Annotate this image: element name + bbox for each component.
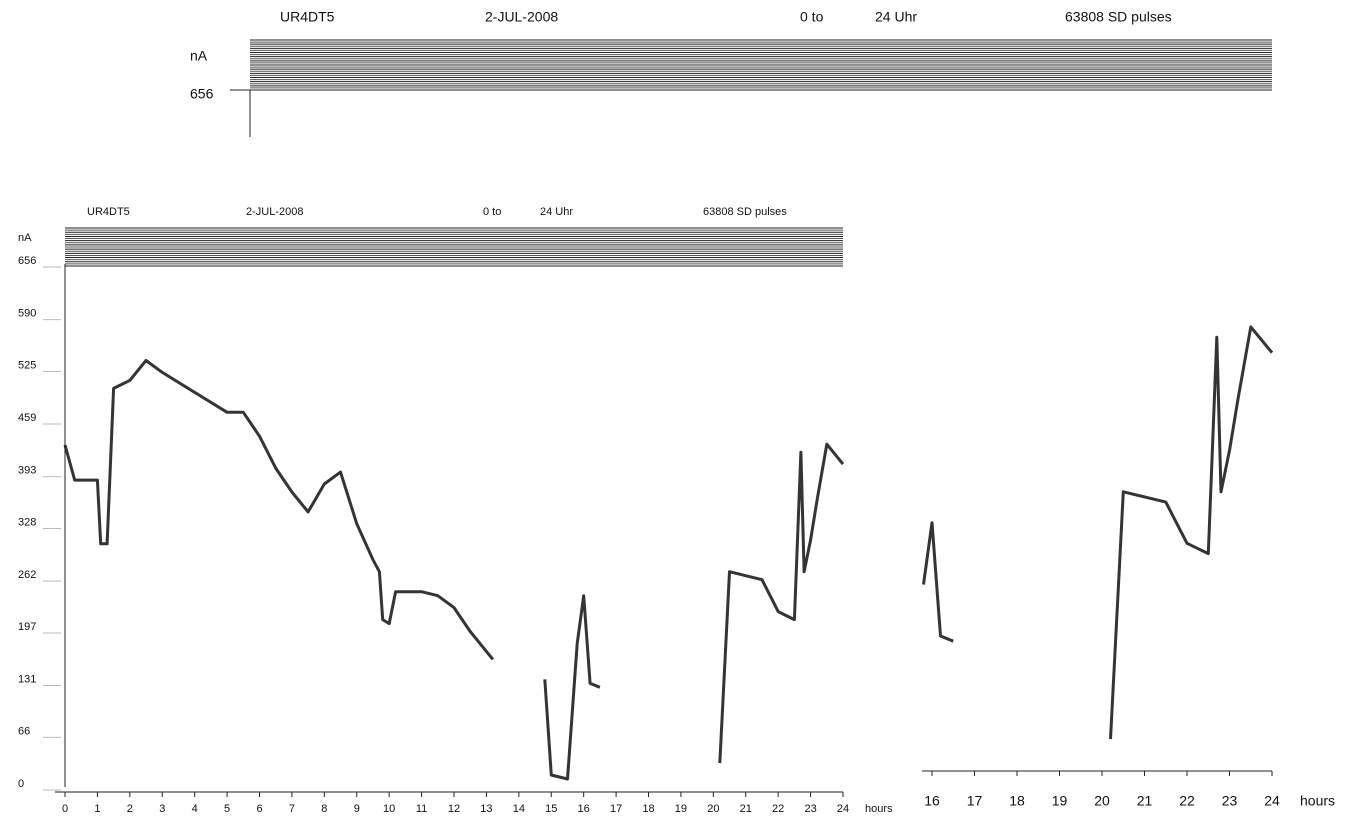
x-tick-label: 13	[480, 803, 492, 815]
station: UR4DT5	[87, 206, 130, 218]
date: 2-JUL-2008	[246, 206, 303, 218]
x-tick-label: 0	[62, 803, 68, 815]
y-tick-label: 131	[18, 673, 36, 685]
y-tick-label: 66	[18, 725, 30, 737]
time-to: 24 Uhr	[540, 206, 573, 218]
trace	[922, 325, 1274, 740]
y-tick-label: 590	[18, 308, 36, 320]
trace	[63, 359, 845, 781]
x-tick-label: 20	[1094, 793, 1110, 809]
date: 2-JUL-2008	[485, 9, 558, 25]
y-tick-label: 0	[18, 778, 24, 790]
x-tick-label: 1	[94, 803, 100, 815]
top-header: UR4DT5 2-JUL-2008 0 to 24 Uhr 63808 SD p…	[190, 9, 1172, 64]
x-tick-label: 5	[224, 803, 230, 815]
x-tick-label: 4	[192, 803, 198, 815]
x-tick-label: 16	[924, 793, 940, 809]
raster	[250, 39, 1272, 91]
station: UR4DT5	[280, 9, 335, 25]
x-tick-label: 9	[354, 803, 360, 815]
x-tick-label: 24	[1264, 793, 1280, 809]
x-tick-label: 8	[321, 803, 327, 815]
x-tick-label: 22	[772, 803, 784, 815]
x-tick-label: 16	[578, 803, 590, 815]
y-label: nA	[190, 48, 208, 64]
x-tick-label: 17	[967, 793, 983, 809]
x-tick-label: 14	[513, 803, 525, 815]
x-tick-label: 19	[675, 803, 687, 815]
pulse-count: 63808 SD pulses	[1065, 9, 1172, 25]
x-tick-label: 21	[1137, 793, 1153, 809]
y-tick-label: 459	[18, 412, 36, 424]
x-label: hours	[1300, 793, 1335, 809]
x-tick-label: 15	[545, 803, 557, 815]
pulse-count: 63808 SD pulses	[703, 206, 787, 218]
x-tick-label: 22	[1179, 793, 1195, 809]
y-tick-label: 328	[18, 516, 36, 528]
y-tick-label: 197	[18, 621, 36, 633]
x-tick-label: 17	[610, 803, 622, 815]
y-tick-label: 393	[18, 465, 36, 477]
x-tick-label: 24	[837, 803, 849, 815]
x-tick-label: 20	[707, 803, 719, 815]
x-tick-label: 6	[256, 803, 262, 815]
x-label: hours	[865, 803, 893, 815]
time-from: 0 to	[800, 9, 824, 25]
x-tick-label: 21	[740, 803, 752, 815]
x-tick-label: 2	[127, 803, 133, 815]
x-tick-label: 7	[289, 803, 295, 815]
x-tick-label: 18	[642, 803, 654, 815]
x-tick-label: 23	[1222, 793, 1238, 809]
y-tick-label: 656	[190, 86, 214, 102]
time-to: 24 Uhr	[875, 9, 917, 25]
y-label: nA	[18, 232, 32, 244]
x-tick-label: 18	[1009, 793, 1025, 809]
y-tick-label: 656	[18, 255, 36, 267]
x-tick-label: 11	[416, 803, 427, 815]
x-tick-label: 19	[1052, 793, 1068, 809]
y-tick-label: 262	[18, 569, 36, 581]
x-tick-label: 23	[804, 803, 816, 815]
time-from: 0 to	[483, 206, 501, 218]
raster	[65, 227, 843, 267]
x-tick-label: 10	[383, 803, 395, 815]
x-tick-label: 3	[159, 803, 165, 815]
x-tick-label: 12	[448, 803, 460, 815]
y-tick-label: 525	[18, 359, 36, 371]
